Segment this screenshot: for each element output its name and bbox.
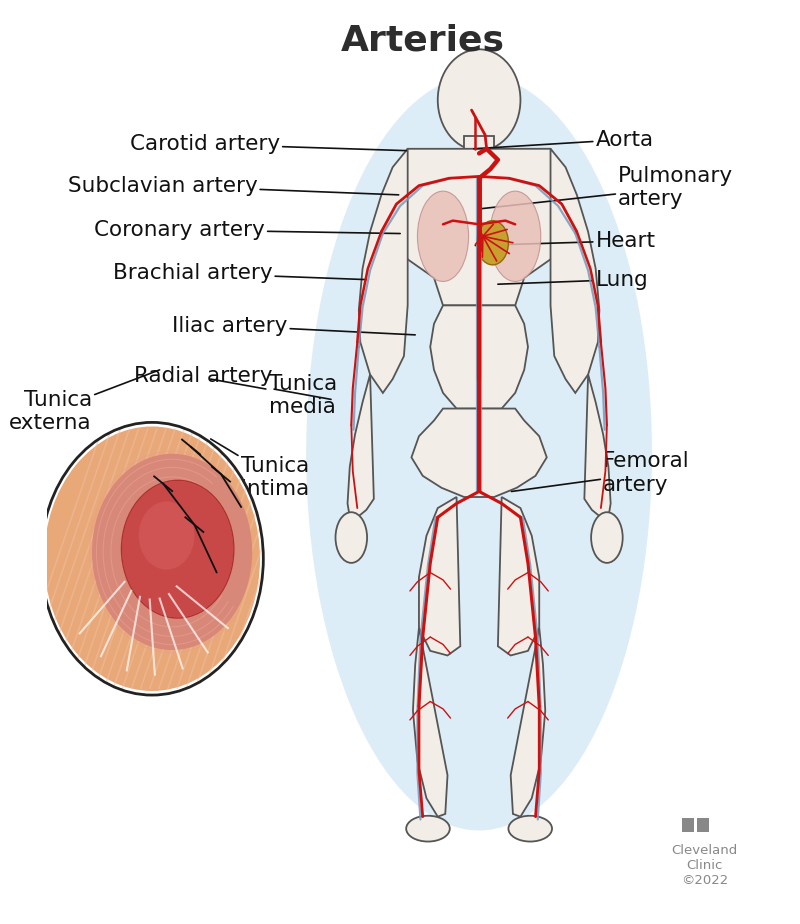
Circle shape	[41, 422, 263, 695]
Text: Coronary artery: Coronary artery	[94, 220, 400, 240]
Polygon shape	[550, 149, 599, 393]
Bar	[682, 818, 694, 833]
Ellipse shape	[335, 512, 367, 563]
Polygon shape	[411, 408, 546, 497]
Text: Tunica
externa: Tunica externa	[10, 370, 159, 433]
Ellipse shape	[406, 816, 450, 842]
Text: Tunica
intima: Tunica intima	[210, 439, 309, 499]
Polygon shape	[347, 374, 374, 517]
Ellipse shape	[418, 191, 469, 282]
Circle shape	[44, 427, 260, 691]
Bar	[697, 818, 709, 833]
Polygon shape	[390, 149, 568, 306]
Text: Arteries: Arteries	[341, 23, 505, 57]
Text: Aorta: Aorta	[474, 129, 654, 150]
Text: Brachial artery: Brachial artery	[113, 263, 366, 283]
Polygon shape	[464, 149, 494, 151]
Polygon shape	[413, 627, 447, 817]
Polygon shape	[584, 374, 610, 517]
Text: Femoral
artery: Femoral artery	[511, 452, 690, 494]
Polygon shape	[498, 497, 539, 655]
Bar	[464, 136, 494, 154]
Circle shape	[138, 502, 194, 569]
Circle shape	[122, 481, 234, 617]
Ellipse shape	[477, 221, 509, 265]
Ellipse shape	[306, 75, 652, 831]
Text: Cleveland
Clinic
©2022: Cleveland Clinic ©2022	[671, 844, 738, 887]
Text: Heart: Heart	[475, 231, 656, 251]
Text: Carotid artery: Carotid artery	[130, 134, 406, 154]
Text: Tunica
media: Tunica media	[210, 374, 337, 418]
Ellipse shape	[591, 512, 622, 563]
Text: Pulmonary
artery: Pulmonary artery	[482, 166, 734, 209]
Ellipse shape	[490, 191, 541, 282]
Circle shape	[438, 49, 521, 151]
Text: Iliac artery: Iliac artery	[172, 316, 415, 335]
Ellipse shape	[509, 816, 552, 842]
Text: Radial artery: Radial artery	[134, 366, 331, 399]
Text: Lung: Lung	[498, 270, 648, 289]
Polygon shape	[510, 627, 546, 817]
Circle shape	[92, 454, 252, 650]
Text: Subclavian artery: Subclavian artery	[67, 176, 398, 196]
Polygon shape	[430, 306, 528, 408]
Polygon shape	[359, 149, 408, 393]
Polygon shape	[419, 497, 460, 655]
